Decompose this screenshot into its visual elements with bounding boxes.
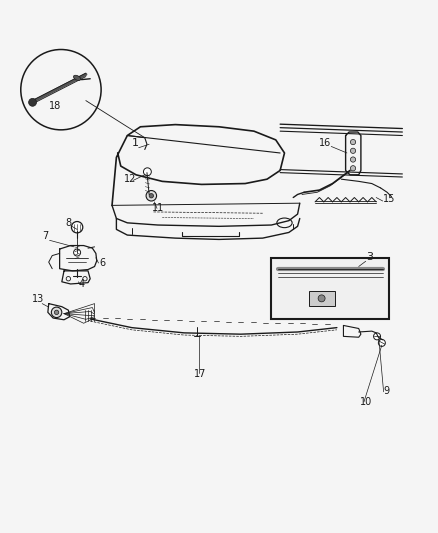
Circle shape [318,295,325,302]
Circle shape [149,193,153,198]
Circle shape [374,333,381,340]
Ellipse shape [74,75,81,80]
Text: 1: 1 [132,139,139,148]
Text: 13: 13 [32,294,44,304]
Bar [308,290,335,306]
Text: 12: 12 [124,174,136,184]
Circle shape [146,190,156,201]
Text: 10: 10 [360,397,372,407]
Text: 4: 4 [78,279,85,289]
Circle shape [71,222,83,233]
Text: 7: 7 [42,231,49,241]
Circle shape [350,157,356,162]
Text: 9: 9 [384,386,390,397]
Circle shape [350,140,356,144]
Circle shape [350,148,356,154]
Text: 8: 8 [65,218,71,228]
Text: 16: 16 [319,138,332,148]
Text: 6: 6 [99,257,106,268]
Circle shape [51,307,62,318]
Text: 18: 18 [49,101,61,111]
Circle shape [144,168,151,176]
Circle shape [74,249,81,256]
Text: 3: 3 [366,252,373,262]
Circle shape [378,340,385,346]
Bar [272,258,389,319]
Circle shape [350,166,356,171]
Circle shape [28,99,36,106]
Text: 15: 15 [383,194,395,204]
Circle shape [54,310,59,314]
Text: 17: 17 [194,369,206,379]
Text: 11: 11 [152,203,164,213]
